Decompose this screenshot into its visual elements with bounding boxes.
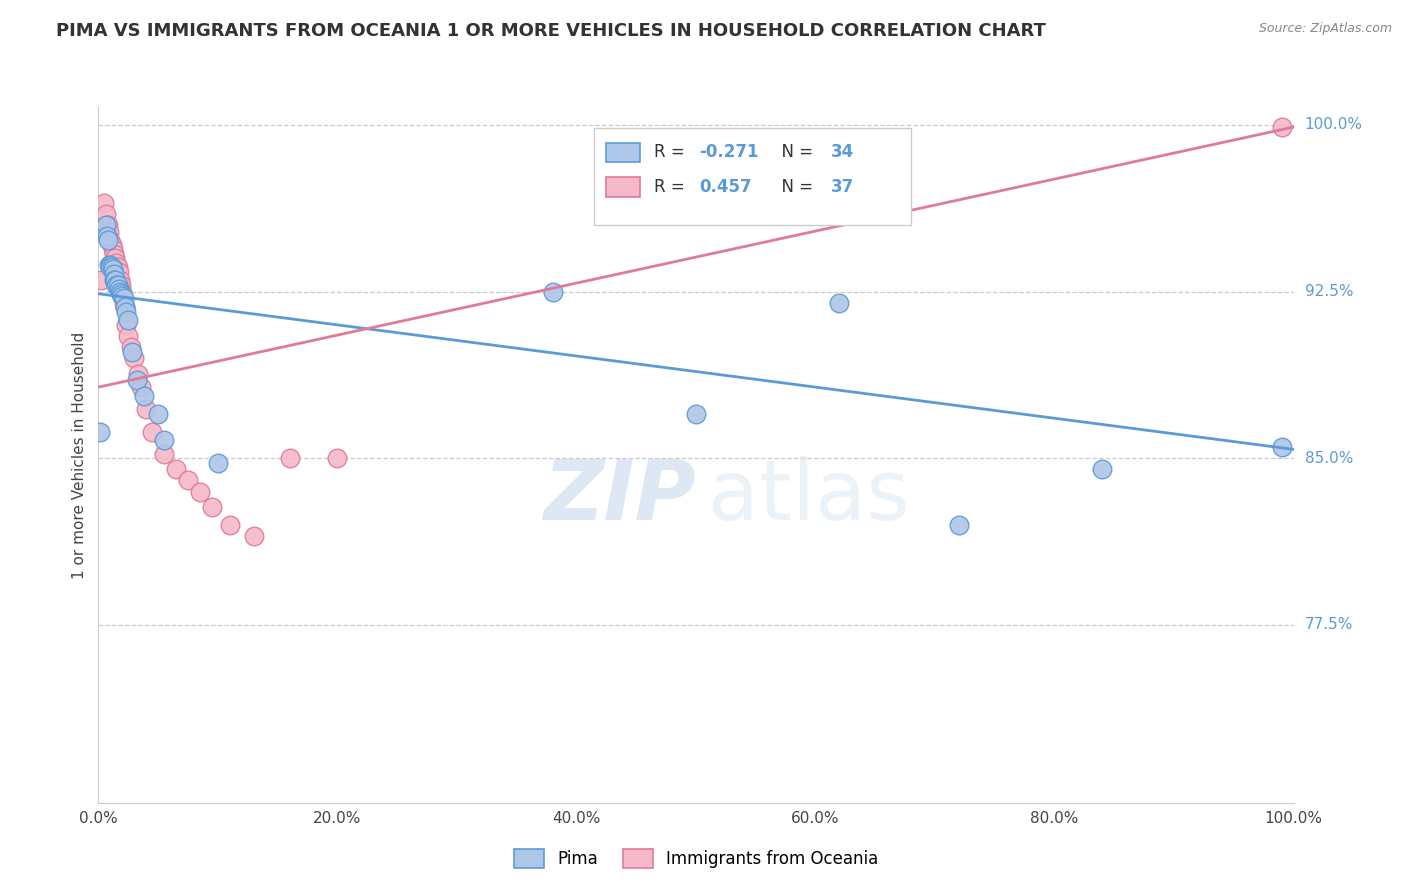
Point [124, 351, 146, 366]
Point [120, 340, 142, 354]
Point [153, 447, 176, 461]
Point [117, 313, 139, 327]
Point [97, 218, 120, 232]
Point [1271, 440, 1294, 454]
Point [111, 285, 134, 299]
Point [1271, 120, 1294, 134]
Text: ZIP: ZIP [543, 456, 696, 537]
Point [135, 402, 157, 417]
Point [103, 267, 125, 281]
Text: 77.5%: 77.5% [1305, 617, 1353, 632]
Point [131, 380, 153, 394]
Point [110, 277, 132, 292]
Point [121, 344, 143, 359]
Text: atlas: atlas [709, 456, 910, 537]
Point [541, 285, 564, 299]
Point [98, 234, 122, 248]
Text: PIMA VS IMMIGRANTS FROM OCEANIA 1 OR MORE VEHICLES IN HOUSEHOLD CORRELATION CHAR: PIMA VS IMMIGRANTS FROM OCEANIA 1 OR MOR… [56, 22, 1046, 40]
Point [105, 277, 128, 292]
Point [93, 195, 115, 210]
Point [103, 246, 125, 260]
Point [112, 291, 135, 305]
Point [108, 285, 131, 299]
Text: 92.5%: 92.5% [1305, 284, 1353, 299]
Point [127, 367, 149, 381]
Point [207, 456, 229, 470]
Point [104, 273, 127, 287]
Point [97, 234, 120, 248]
Point [100, 260, 122, 274]
Text: 34: 34 [831, 144, 855, 161]
FancyBboxPatch shape [595, 128, 911, 226]
Point [101, 262, 124, 277]
Text: R =: R = [654, 178, 690, 196]
Point [177, 474, 200, 488]
Text: -0.271: -0.271 [700, 144, 759, 161]
Text: 100.0%: 100.0% [1305, 118, 1362, 132]
Point [141, 425, 163, 439]
Point [117, 329, 139, 343]
Point [94, 207, 117, 221]
Point [132, 389, 155, 403]
Point [90, 273, 112, 287]
Text: 0.457: 0.457 [700, 178, 752, 196]
Point [115, 318, 138, 332]
FancyBboxPatch shape [606, 143, 640, 162]
Point [98, 258, 121, 272]
Point [278, 451, 301, 466]
Point [105, 255, 128, 269]
Point [201, 500, 224, 515]
Point [94, 218, 117, 232]
Point [125, 374, 148, 388]
Point [165, 462, 187, 476]
Point [243, 529, 266, 543]
Point [107, 264, 129, 278]
Point [148, 407, 170, 421]
Point [219, 517, 242, 532]
Point [96, 218, 118, 232]
Text: N =: N = [772, 144, 818, 161]
Point [114, 300, 136, 314]
FancyBboxPatch shape [606, 178, 640, 197]
Point [107, 260, 129, 274]
Point [326, 451, 349, 466]
Text: R =: R = [654, 144, 690, 161]
Point [104, 251, 127, 265]
Point [101, 242, 124, 256]
Point [103, 273, 125, 287]
Point [115, 304, 138, 318]
Point [107, 277, 129, 292]
Point [111, 289, 134, 303]
Legend: Pima, Immigrants from Oceania: Pima, Immigrants from Oceania [508, 842, 884, 874]
Point [112, 295, 135, 310]
Point [108, 273, 131, 287]
Text: 85.0%: 85.0% [1305, 450, 1353, 466]
Point [948, 517, 970, 532]
Text: Source: ZipAtlas.com: Source: ZipAtlas.com [1258, 22, 1392, 36]
Point [96, 229, 118, 244]
Point [188, 484, 211, 499]
Point [98, 225, 121, 239]
Point [98, 258, 122, 272]
Y-axis label: 1 or more Vehicles in Household: 1 or more Vehicles in Household [72, 331, 87, 579]
Point [98, 260, 122, 274]
Point [114, 300, 136, 314]
Point [1091, 462, 1114, 476]
Point [107, 282, 129, 296]
Point [828, 295, 851, 310]
Point [89, 425, 111, 439]
Point [685, 407, 707, 421]
Point [153, 434, 176, 448]
Text: N =: N = [772, 178, 818, 196]
Point [110, 286, 132, 301]
Text: 37: 37 [831, 178, 855, 196]
Point [100, 238, 122, 252]
